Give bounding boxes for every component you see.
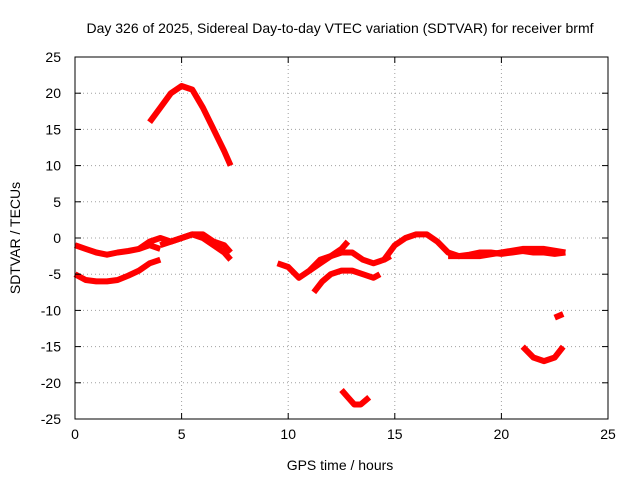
y-tick-label: 25 — [45, 49, 61, 65]
y-tick-label: 10 — [45, 158, 61, 174]
x-tick-label: 5 — [178, 426, 186, 442]
y-tick-label: 20 — [45, 85, 61, 101]
y-tick-label: -10 — [41, 302, 61, 318]
x-axis-label: GPS time / hours — [287, 457, 394, 473]
x-tick-label: 20 — [494, 426, 510, 442]
y-tick-label: 0 — [53, 230, 61, 246]
x-tick-label: 0 — [71, 426, 79, 442]
chart-title: Day 326 of 2025, Sidereal Day-to-day VTE… — [86, 20, 593, 36]
series-arc-10 — [448, 248, 566, 260]
y-axis-label: SDTVAR / TECUs — [7, 182, 23, 294]
y-tick-label: 15 — [45, 121, 61, 137]
series-arc-12 — [520, 344, 566, 365]
series-arc-8 — [307, 239, 351, 274]
x-tick-label: 15 — [387, 426, 403, 442]
y-tick-label: -20 — [41, 375, 61, 391]
x-tick-label: 10 — [280, 426, 296, 442]
series-arc-5 — [147, 83, 234, 167]
series-arc-3 — [159, 231, 233, 255]
series-arc-11 — [339, 388, 372, 408]
series-arc-7 — [311, 267, 382, 295]
series-arc-4 — [73, 256, 162, 285]
axis-ticks: 0 5 10 15 20 25 -25 -20 -15 -10 -5 0 5 10 15 20 25 — [41, 49, 616, 442]
y-tick-label: -25 — [41, 411, 61, 427]
x-tick-label: 25 — [600, 426, 616, 442]
data-series-layer — [73, 83, 566, 408]
y-tick-label: -5 — [49, 266, 62, 282]
y-tick-label: -15 — [41, 339, 61, 355]
y-tick-label: 5 — [53, 194, 61, 210]
series-arc-13 — [553, 311, 565, 321]
